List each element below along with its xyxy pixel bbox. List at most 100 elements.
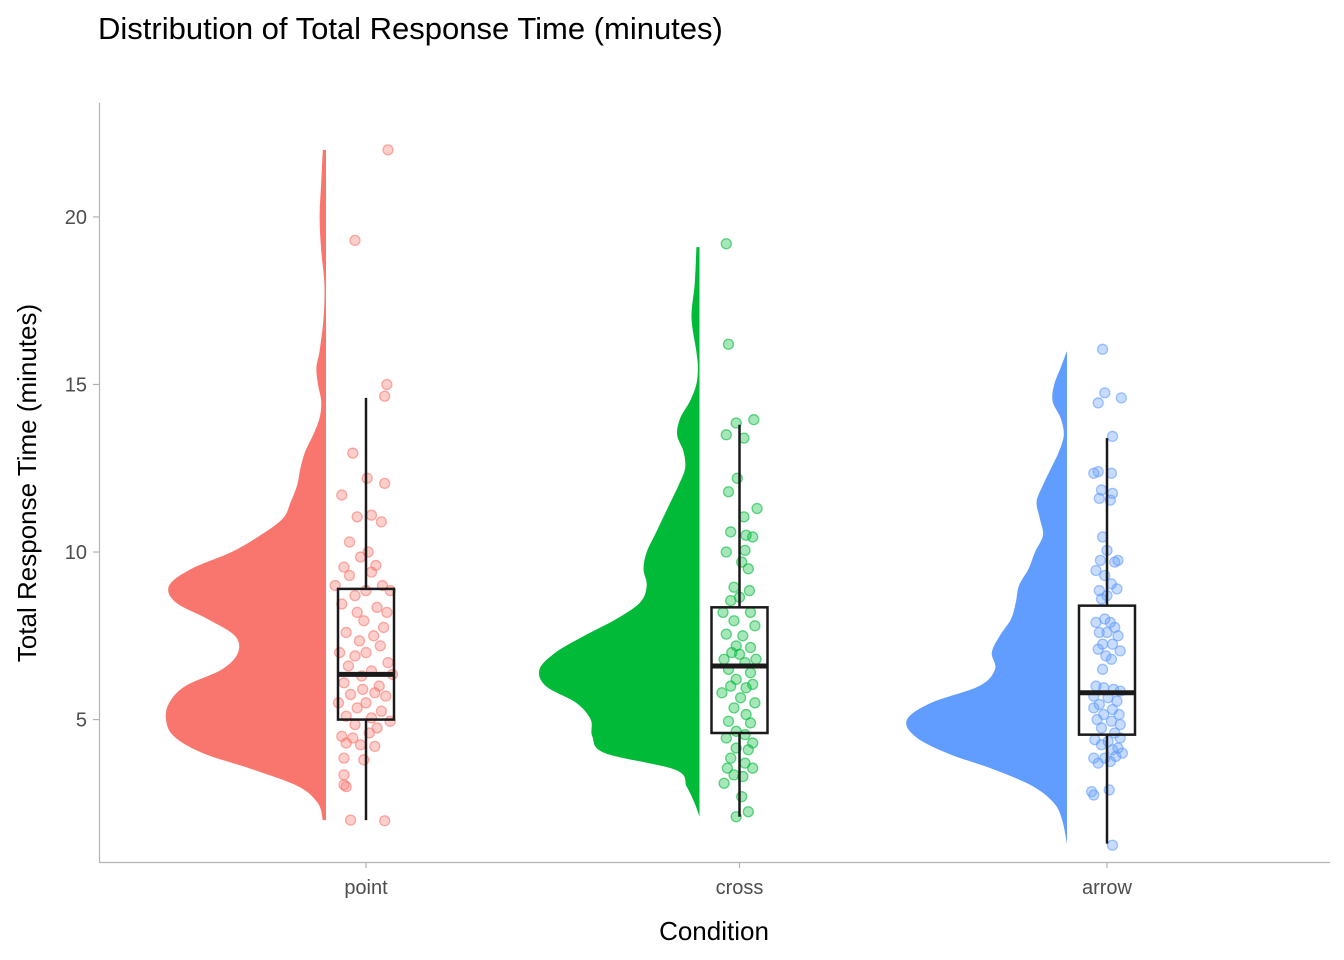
data-point [728,581,740,593]
data-point [1096,343,1109,355]
data-point [720,429,732,441]
data-point [342,660,355,672]
data-point [1093,492,1105,505]
data-point [1096,663,1109,675]
axes: 5 10 15 20 point cross arrow [65,103,1330,899]
data-point [725,752,737,764]
data-point [716,687,728,699]
y-tick-label: 5 [76,710,87,732]
data-point [338,752,350,764]
data-point [1099,613,1111,625]
data-point [354,739,367,751]
data-point [333,646,346,659]
data-point [1109,556,1121,568]
data-point [1116,747,1129,759]
data-point [347,447,359,459]
data-point [1095,593,1108,605]
data-point [1112,630,1124,642]
data-point [725,680,737,692]
data-point [749,620,761,632]
data-point [365,712,378,724]
data-point [718,777,730,789]
data-point [751,502,763,515]
data-point [358,615,370,627]
data-point [1099,569,1111,582]
data-point [349,650,361,662]
data-point [1106,638,1119,650]
data-point [369,687,381,699]
data-point [338,779,350,791]
data-point [1100,650,1112,662]
data-point [1090,564,1102,577]
data-point [1106,839,1119,851]
data-point [1093,698,1105,711]
data-point [354,551,367,563]
data-point [338,769,350,781]
data-point [375,516,388,528]
series-group-cross [538,238,769,823]
data-point [365,566,378,578]
data-point [740,529,752,541]
data-point [722,715,735,727]
data-point [749,697,761,709]
data-point [340,626,352,639]
data-point [344,814,357,826]
data-point [360,697,372,709]
data-point [720,238,732,250]
box-iqr [710,606,769,735]
y-tick-label: 15 [65,374,87,396]
data-point [381,378,393,391]
data-point [747,678,759,691]
data-point [1101,626,1113,639]
data-point [340,737,352,749]
data-point [1095,722,1108,734]
data-point [1092,397,1104,409]
data-point [360,646,372,659]
data-point [742,806,754,818]
data-point [1105,653,1118,665]
data-point [353,635,366,647]
data-point [1092,757,1104,769]
data-point [338,561,350,573]
data-point [381,606,393,619]
data-point [338,677,350,689]
data-point [358,754,370,766]
box-iqr [336,587,396,721]
data-point [349,234,361,247]
data-point [734,692,747,704]
data-point [740,682,752,694]
data-point [371,601,383,613]
x-tick-label: arrow [1082,877,1133,899]
data-point [1103,784,1115,796]
data-point [1088,702,1100,714]
plot-area [165,144,1137,851]
data-point [717,606,729,619]
y-tick-label: 10 [65,542,87,564]
data-point [744,717,757,729]
x-tick-label: cross [716,877,764,899]
data-point [739,544,751,557]
data-point [721,762,734,774]
chart-title: Distribution of Total Response Time (min… [98,11,723,46]
data-point [344,688,357,701]
data-point [744,667,757,679]
data-point [377,621,390,634]
violin-cross [538,246,700,817]
data-point [351,702,363,714]
data-point [368,630,380,642]
data-point [731,472,743,484]
data-point [718,653,730,665]
data-point [725,526,737,538]
data-point [747,531,759,543]
data-point [739,729,751,741]
data-point [728,702,740,714]
data-point [1115,392,1127,404]
series-group-point [165,144,399,827]
data-point [1095,739,1108,751]
data-point [742,563,754,575]
data-point [336,489,348,501]
data-point [349,718,361,731]
data-point [1092,465,1104,478]
data-point [733,648,746,660]
